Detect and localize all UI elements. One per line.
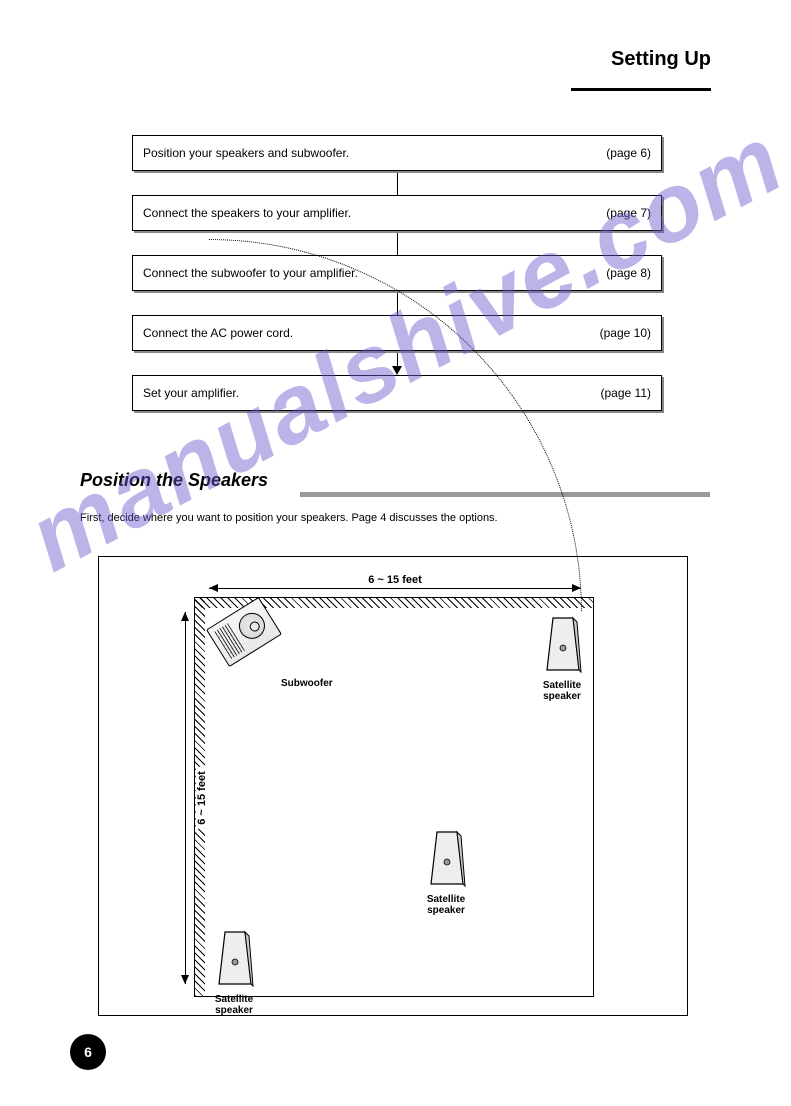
room-outline: 6 ~ 15 feet 6 ~ 15 feet Subwoofer Satell… xyxy=(194,597,594,997)
flow-step: Connect the speakers to your amplifier. … xyxy=(132,195,662,231)
flow-step-page-ref: (page 7) xyxy=(606,206,651,220)
flow-step-label: Connect the speakers to your amplifier. xyxy=(143,206,351,220)
placement-diagram: 6 ~ 15 feet 6 ~ 15 feet Subwoofer Satell… xyxy=(98,556,688,1016)
flow-step-page-ref: (page 11) xyxy=(601,386,651,400)
page-number: 6 xyxy=(70,1034,106,1070)
dimension-left-label: 6 ~ 15 feet xyxy=(196,767,208,829)
flow-step: Connect the subwoofer to your amplifier.… xyxy=(132,255,662,291)
flow-connector xyxy=(397,291,398,315)
flow-step-page-ref: (page 8) xyxy=(606,266,651,280)
dimension-left: 6 ~ 15 feet xyxy=(177,612,195,984)
header-rule xyxy=(571,88,711,91)
flow-step-label: Connect the subwoofer to your amplifier. xyxy=(143,266,358,280)
flow-step-label: Connect the AC power cord. xyxy=(143,326,293,340)
flow-step-page-ref: (page 6) xyxy=(606,146,651,160)
subwoofer-label: Subwoofer xyxy=(281,678,333,689)
speaker-label: Satellite speaker xyxy=(527,680,597,702)
flow-arrowhead-icon xyxy=(392,366,402,375)
flow-connector xyxy=(397,351,398,367)
section-rule xyxy=(300,492,710,497)
dimension-top: 6 ~ 15 feet xyxy=(209,580,581,598)
flow-step: Position your speakers and subwoofer. (p… xyxy=(132,135,662,171)
satellite-speaker-icon xyxy=(543,614,583,676)
flow-step-label: Set your amplifier. xyxy=(143,386,239,400)
speaker-label: Satellite speaker xyxy=(411,894,481,916)
flow-step-page-ref: (page 10) xyxy=(600,326,651,340)
dimension-top-label: 6 ~ 15 feet xyxy=(364,574,426,586)
flow-step-label: Position your speakers and subwoofer. xyxy=(143,146,349,160)
satellite-speaker-icon xyxy=(427,828,467,890)
flowchart: Position your speakers and subwoofer. (p… xyxy=(132,135,662,411)
flow-connector xyxy=(397,231,398,255)
flow-step: Connect the AC power cord. (page 10) xyxy=(132,315,662,351)
section-heading: Position the Speakers xyxy=(80,470,268,491)
page-title: Setting Up xyxy=(611,48,711,71)
satellite-speaker-icon xyxy=(215,928,255,990)
flow-step: Set your amplifier. (page 11) xyxy=(132,375,662,411)
section-body: First, decide where you want to position… xyxy=(80,510,700,527)
flow-connector xyxy=(397,171,398,195)
speaker-label: Satellite speaker xyxy=(199,994,269,1016)
